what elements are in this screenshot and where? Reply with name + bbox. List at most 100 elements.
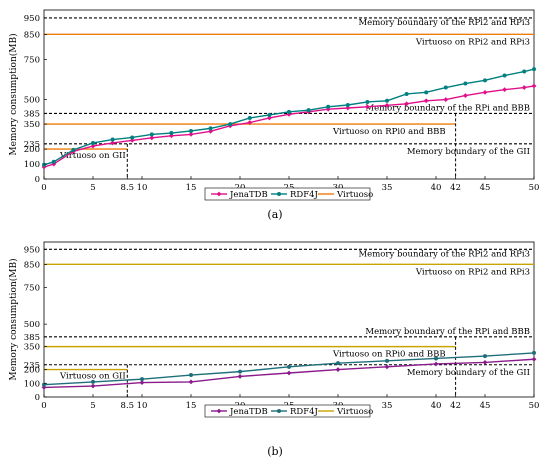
data-point-rdf4j — [149, 132, 154, 137]
legend-label-jenatdb: JenaTDB — [229, 190, 268, 200]
data-point-jenatdb — [90, 383, 96, 389]
x-tick-label: 8.5 — [121, 183, 135, 193]
annotation-virtuoso-on-rpi2-and-rpi3: Virtuoso on RPi2 and RPi3 — [415, 267, 530, 277]
data-point-rdf4j — [424, 90, 429, 95]
y-tick-label: 385 — [24, 333, 40, 343]
data-point-jenatdb — [51, 161, 57, 167]
data-point-jenatdb — [110, 140, 115, 146]
data-point-rdf4j — [42, 162, 46, 167]
legend-marker-rdf4j — [277, 192, 281, 196]
data-point-rdf4j — [502, 73, 507, 78]
legend-label-virtuoso: Virtuoso — [336, 190, 373, 200]
annotation-memory-boundary-of-the-rpi-and-bbb: Memory boundary of the RPi and BBB — [365, 103, 530, 113]
y-tick-label: 200 — [24, 366, 40, 376]
annotation-virtuoso-on-gii: Virtuoso on GII — [59, 372, 126, 382]
annotation-virtuoso-on-rpi2-and-rpi3: Virtuoso on RPi2 and RPi3 — [415, 37, 530, 47]
data-point-rdf4j — [287, 109, 291, 114]
x-tick-label: 5 — [90, 183, 95, 193]
x-tick-label: 8.5 — [121, 401, 135, 411]
annotation-virtuoso-on-gii: Virtuoso on GII — [59, 151, 126, 161]
data-point-rdf4j — [385, 358, 389, 363]
data-point-rdf4j — [287, 364, 291, 369]
y-tick-label: 235 — [24, 140, 40, 150]
annotation-virtuoso-on-rpi0-and-bbb: Virtuoso on RPi0 and BBB — [332, 350, 446, 360]
x-tick-label: 40 — [431, 401, 442, 411]
y-tick-label: 350 — [24, 343, 40, 353]
x-tick-label: 35 — [382, 183, 393, 193]
x-tick-label: 50 — [529, 183, 540, 193]
y-tick-label: 750 — [24, 283, 40, 293]
data-point-rdf4j — [169, 131, 174, 136]
x-tick-label: 10 — [137, 401, 148, 411]
panel-caption: (b) — [267, 445, 283, 458]
y-tick-label: 200 — [24, 145, 40, 155]
legend-box — [204, 187, 371, 201]
y-tick-label: 385 — [24, 109, 40, 119]
y-tick-label: 750 — [24, 56, 40, 66]
data-point-jenatdb — [139, 380, 145, 385]
legend-marker-rdf4j — [277, 409, 281, 413]
data-point-rdf4j — [91, 379, 95, 384]
legend-box — [204, 404, 371, 418]
data-point-rdf4j — [71, 147, 76, 152]
data-point-jenatdb — [188, 131, 194, 137]
x-tick-label: 45 — [480, 401, 491, 411]
data-point-rdf4j — [385, 98, 389, 103]
data-point-jenatdb — [482, 359, 488, 365]
data-point-rdf4j — [522, 69, 527, 74]
data-point-jenatdb — [149, 135, 155, 141]
data-point-rdf4j — [51, 159, 56, 164]
data-point-rdf4j — [140, 377, 144, 382]
data-point-jenatdb — [502, 87, 507, 93]
data-point-rdf4j — [228, 122, 233, 127]
annotation-memory-boundary-of-the-gii: Memory boundary of the GII — [407, 368, 530, 378]
data-point-rdf4j — [345, 102, 350, 107]
data-point-jenatdb — [404, 101, 409, 107]
x-tick-label: 42 — [450, 183, 461, 193]
data-point-jenatdb — [482, 89, 488, 95]
legend: JenaTDB RDF4J Virtuoso — [204, 404, 373, 418]
legend-label-rdf4j: RDF4J — [290, 407, 319, 417]
data-point-rdf4j — [91, 140, 95, 145]
data-point-rdf4j — [42, 382, 46, 387]
x-tick-label: 50 — [529, 401, 540, 411]
y-tick-label: 100 — [24, 160, 40, 170]
data-point-rdf4j — [443, 85, 448, 90]
data-point-jenatdb — [247, 120, 253, 125]
x-tick-label: 42 — [450, 401, 461, 411]
y-tick-label: 950 — [24, 245, 40, 255]
data-point-rdf4j — [336, 361, 340, 366]
data-point-rdf4j — [463, 81, 468, 86]
y-axis-label: Memory consumption(MB) — [8, 33, 19, 155]
data-point-rdf4j — [110, 137, 115, 142]
legend-marker-jenatdb — [216, 408, 222, 414]
data-point-rdf4j — [238, 369, 242, 374]
x-tick-label: 10 — [137, 183, 148, 193]
x-tick-label: 5 — [90, 401, 95, 411]
x-tick-label: 45 — [480, 183, 491, 193]
data-point-rdf4j — [434, 356, 438, 361]
data-point-rdf4j — [532, 67, 536, 72]
legend-label-rdf4j: RDF4J — [290, 190, 319, 200]
data-point-jenatdb — [443, 97, 449, 102]
data-point-jenatdb — [286, 370, 292, 376]
data-point-rdf4j — [532, 350, 536, 355]
data-point-jenatdb — [521, 85, 527, 90]
y-tick-label: 500 — [24, 96, 40, 106]
data-point-rdf4j — [247, 115, 252, 120]
data-point-rdf4j — [208, 126, 213, 131]
chart-panel-a: Memory boundary of the RPi2 and RPi3 Virt… — [8, 9, 540, 221]
data-point-rdf4j — [483, 78, 487, 83]
data-point-rdf4j — [189, 128, 193, 133]
y-tick-label: 100 — [24, 379, 40, 389]
annotation-memory-boundary-of-the-rpi2-and-rpi3: Memory boundary of the RPi2 and RPi3 — [358, 249, 530, 259]
data-point-jenatdb — [345, 105, 351, 111]
x-tick-label: 0 — [41, 183, 46, 193]
data-point-rdf4j — [365, 99, 370, 104]
x-tick-label: 0 — [41, 401, 46, 411]
panel-caption: (a) — [267, 208, 282, 221]
y-tick-label: 0 — [35, 175, 40, 185]
data-point-jenatdb — [208, 128, 213, 134]
data-point-rdf4j — [130, 135, 135, 140]
